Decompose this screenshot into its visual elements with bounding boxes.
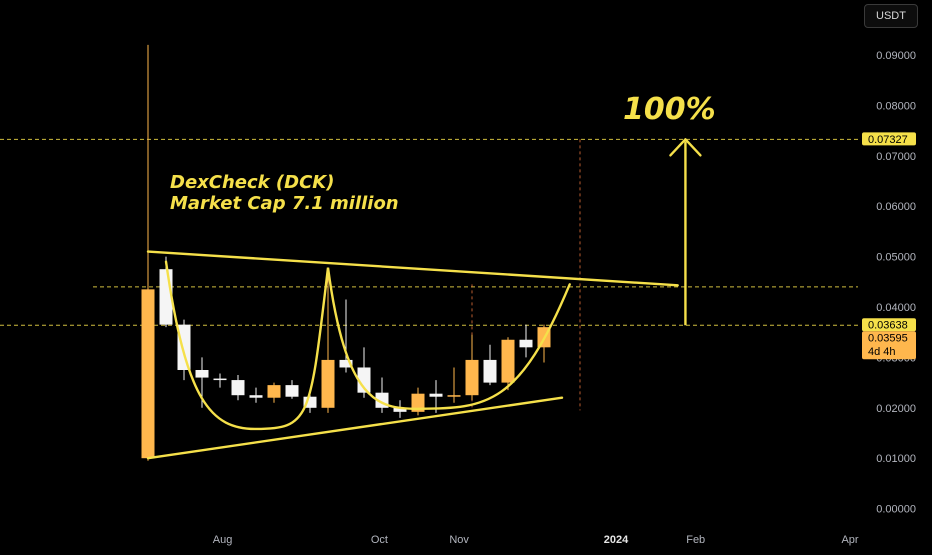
x-tick-label: Apr (841, 534, 858, 546)
candle-body (195, 370, 209, 378)
candle-body (249, 395, 263, 398)
price-label-text: 0.03638 (868, 320, 908, 332)
y-tick-label: 0.08000 (876, 100, 916, 112)
currency-button[interactable]: USDT (864, 4, 918, 28)
candle-body (501, 339, 515, 383)
y-tick-label: 0.09000 (876, 50, 916, 62)
candle-body (357, 367, 371, 393)
candle-body (321, 359, 335, 408)
candle-body (483, 359, 497, 383)
price-label-text: 0.03595 (868, 333, 908, 345)
y-tick-label: 0.00000 (876, 504, 916, 516)
trendline-resistance (146, 250, 679, 287)
y-tick-label: 0.04000 (876, 302, 916, 314)
x-tick-label: Oct (371, 534, 388, 546)
candle-body (303, 396, 317, 408)
candle-body (231, 380, 245, 396)
trendline-cup-handle (164, 260, 571, 431)
candle-body (141, 289, 155, 459)
annotation-market-cap: Market Cap 7.1 million (170, 193, 399, 214)
y-tick-label: 0.01000 (876, 453, 916, 465)
candle-body (465, 359, 479, 396)
annotation-title: DexCheck (DCK) (170, 172, 335, 193)
x-tick-label: Feb (686, 534, 705, 546)
price-label-badge (862, 331, 916, 360)
x-tick-label: Nov (449, 534, 469, 546)
y-tick-label: 0.06000 (876, 201, 916, 213)
price-label-countdown: 4d 4h (868, 346, 896, 358)
candle-body (339, 359, 353, 368)
trendline-support (146, 396, 564, 460)
x-tick-label: Aug (213, 534, 233, 546)
candle-body (519, 339, 533, 348)
price-label-badge (862, 132, 916, 146)
annotation-target-percent: 100% (623, 92, 716, 127)
y-tick-label: 0.07000 (876, 151, 916, 163)
target-arrow-head (669, 138, 702, 157)
candle-body (393, 407, 407, 412)
x-tick-label: 2024 (604, 534, 629, 546)
candle-body (447, 395, 461, 397)
candle-body (213, 378, 227, 381)
candle-body (267, 385, 281, 398)
candle-body (429, 393, 443, 397)
price-label-text: 0.07327 (868, 134, 908, 146)
price-label-badge (862, 318, 916, 332)
candle-body (285, 385, 299, 397)
y-tick-label: 0.05000 (876, 252, 916, 264)
candle-body (411, 393, 425, 412)
y-tick-label: 0.02000 (876, 403, 916, 415)
